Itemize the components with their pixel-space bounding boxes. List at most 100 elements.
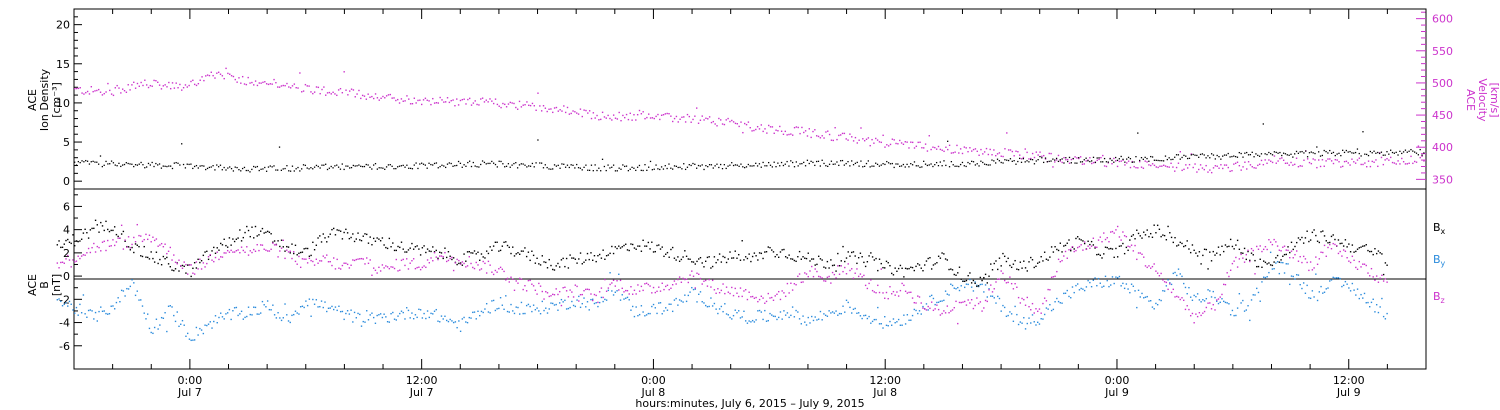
velocity-point	[103, 92, 105, 95]
bx-point	[948, 268, 950, 271]
velocity-point	[906, 141, 908, 143]
date-tick-label-3: Jul 8	[872, 386, 897, 399]
density-point	[103, 164, 105, 166]
bx-point	[856, 262, 858, 265]
bx-point	[1309, 239, 1312, 241]
bx-point	[616, 247, 618, 250]
density-point	[1026, 160, 1028, 162]
bx-point	[449, 255, 451, 257]
bx-point	[1028, 261, 1030, 263]
bz-point	[369, 259, 371, 261]
bx-point	[317, 237, 319, 239]
bz-point	[962, 301, 964, 303]
bz-point	[501, 268, 504, 270]
bx-point	[200, 260, 203, 262]
bx-point	[1238, 248, 1241, 251]
bz-point	[642, 289, 644, 292]
by-point	[887, 325, 889, 327]
density-point	[902, 163, 905, 166]
bx-point	[324, 237, 326, 239]
velocity-point	[1397, 160, 1399, 162]
velocity-point	[349, 90, 351, 92]
bx-point	[1308, 240, 1310, 243]
velocity-point	[1330, 160, 1333, 162]
velocity-point	[181, 89, 183, 91]
bx-point	[625, 243, 627, 245]
by-point	[322, 306, 324, 309]
bx-point	[979, 276, 982, 279]
by-point	[432, 313, 434, 315]
velocity-point	[127, 84, 129, 86]
bx-point	[301, 251, 304, 253]
velocity-point	[703, 119, 705, 121]
density-point	[206, 167, 209, 170]
density-point	[590, 164, 593, 166]
density-point	[467, 161, 469, 164]
by-point	[644, 315, 646, 317]
density-point	[1199, 153, 1202, 156]
velocity-point	[1155, 166, 1157, 168]
bz-point	[225, 252, 227, 254]
by-point	[807, 316, 809, 319]
by-point	[232, 310, 234, 312]
velocity-point	[96, 89, 98, 92]
bx-point	[402, 248, 404, 250]
velocity-point	[1085, 160, 1087, 162]
velocity-point	[570, 112, 572, 115]
by-point	[772, 315, 775, 317]
bx-point	[1136, 229, 1138, 231]
by-point	[166, 330, 168, 333]
time-tick-label-0: 0:00	[178, 374, 203, 387]
density-point	[762, 161, 764, 164]
density-point	[1164, 155, 1167, 157]
bx-point	[1054, 246, 1056, 248]
density-point	[684, 168, 687, 171]
velocity-point	[1068, 162, 1071, 164]
by-point	[823, 313, 825, 315]
velocity-point	[904, 141, 906, 143]
density-point	[452, 165, 454, 167]
density-point	[690, 164, 692, 167]
velocity-point	[520, 106, 523, 108]
by-point	[637, 314, 639, 317]
density-point	[1135, 156, 1137, 158]
density-point	[780, 161, 783, 164]
by-point	[176, 311, 178, 313]
velocity-point	[1203, 168, 1205, 171]
bz-point	[213, 260, 215, 263]
bz-point	[1134, 244, 1136, 247]
density-point	[954, 165, 956, 167]
velocity-point	[838, 134, 840, 137]
density-point	[1174, 156, 1176, 158]
bz-point	[541, 290, 543, 293]
velocity-point	[507, 103, 510, 105]
by-point	[930, 294, 933, 297]
bz-point	[944, 312, 947, 314]
bx-point	[727, 258, 729, 260]
bx-point	[1132, 234, 1135, 236]
bz-point	[644, 283, 646, 285]
density-point	[614, 170, 617, 172]
bz-point	[343, 262, 345, 264]
bx-point	[1137, 232, 1140, 235]
bz-point	[951, 309, 954, 311]
density-point	[987, 164, 989, 166]
by-point	[804, 321, 806, 323]
by-point	[1191, 299, 1194, 301]
bx-point	[152, 257, 154, 260]
by-point	[753, 321, 756, 323]
bz-point	[259, 244, 262, 246]
density-point	[282, 168, 284, 170]
density-point	[387, 164, 390, 166]
density-point	[1190, 154, 1192, 156]
velocity-point	[1393, 162, 1396, 164]
bz-point	[647, 283, 650, 286]
by-point	[868, 315, 870, 318]
bz-point	[211, 259, 213, 261]
bz-point	[1271, 243, 1274, 246]
density-point	[1271, 154, 1274, 156]
density-point	[683, 163, 685, 165]
density-point	[906, 163, 908, 166]
bz-point	[1198, 312, 1201, 314]
bz-point	[82, 254, 85, 256]
